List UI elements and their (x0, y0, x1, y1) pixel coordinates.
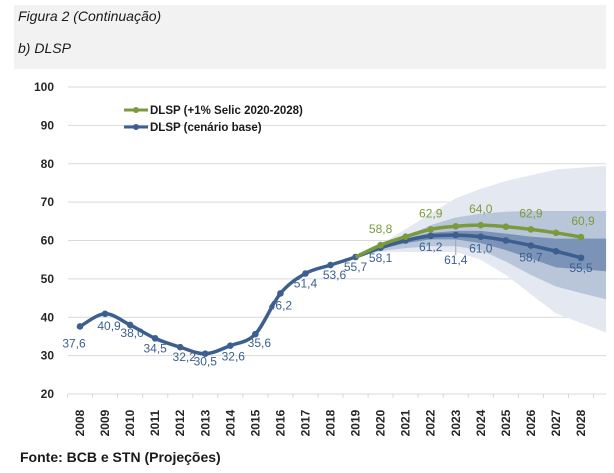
data-label-green: 60,9 (571, 214, 595, 228)
data-point-blue (302, 270, 309, 277)
data-point-blue (151, 335, 159, 342)
x-tick-label: 2014 (223, 409, 237, 436)
x-tick-label: 2023 (449, 409, 463, 436)
data-label-blue: 55,5 (569, 261, 593, 275)
x-tick-label: 2009 (98, 409, 112, 436)
y-tick-label: 70 (41, 195, 55, 209)
y-tick-label: 60 (41, 234, 55, 248)
x-tick-label: 2022 (424, 409, 438, 436)
data-point-blue (577, 254, 585, 262)
data-point-blue (101, 310, 109, 318)
y-tick-label: 90 (41, 118, 55, 132)
figure-title: Figura 2 (Continuação) (18, 8, 162, 24)
fan-band-inner (355, 230, 607, 272)
data-label-blue: 38,0 (120, 326, 144, 340)
figure-subtitle: b) DLSP (18, 40, 71, 56)
data-point-blue (176, 343, 184, 351)
legend-marker-blue (133, 124, 139, 130)
data-label-blue: 34,5 (143, 341, 167, 355)
data-point-blue (76, 323, 84, 330)
y-tick-label: 30 (41, 349, 55, 363)
data-label-green: 64,0 (469, 202, 493, 216)
series-line-green (354, 223, 582, 259)
data-label-blue: 61,0 (469, 242, 493, 256)
series-lines (76, 221, 585, 358)
data-label-blue: 61,4 (444, 253, 468, 267)
x-tick-label: 2024 (474, 409, 488, 436)
data-point-green (377, 241, 384, 249)
data-point-blue (477, 233, 485, 240)
data-label-green: 58,8 (369, 222, 393, 236)
legend-marker-green (133, 107, 139, 113)
x-tick-label: 2018 (324, 409, 338, 436)
x-tick-label: 2017 (298, 409, 312, 436)
x-tick-label: 2028 (574, 409, 588, 436)
legend-label-selic: DLSP (+1% Selic 2020-2028) (150, 105, 303, 117)
x-tick-label: 2027 (549, 409, 563, 436)
data-point-green (452, 223, 460, 230)
x-tick-label: 2012 (173, 409, 187, 436)
data-label-blue: 35,6 (248, 336, 272, 350)
data-point-blue (552, 247, 560, 255)
data-point-blue (126, 321, 134, 329)
x-tick-label: 2025 (499, 409, 513, 436)
data-label-blue: 58,1 (369, 251, 393, 265)
data-point-green (502, 223, 510, 230)
data-point-green (477, 221, 485, 229)
x-tick-label: 2019 (349, 409, 363, 436)
y-tick-label: 100 (34, 80, 54, 94)
data-label-green: 62,9 (419, 206, 443, 220)
x-tick-label: 2008 (73, 409, 87, 436)
x-tick-label: 2015 (248, 409, 262, 436)
data-point-green (552, 229, 560, 237)
data-label-blue: 32,6 (222, 350, 246, 364)
y-tick-label: 20 (41, 387, 55, 401)
x-axis-ticks: 2008 2009 2010 2011 2012 2013 2014 2015 2016 2017… (66, 394, 595, 436)
data-point-green (402, 233, 409, 240)
x-tick-label: 2020 (374, 409, 388, 436)
data-point-blue (527, 242, 535, 249)
data-label-blue: 55,7 (344, 260, 368, 274)
data-label-blue: 32,2 (173, 350, 197, 364)
data-label-blue: 53,6 (323, 268, 347, 282)
data-label-blue: 37,6 (62, 336, 86, 350)
data-label-blue: 61,2 (419, 240, 443, 254)
data-label-blue: 46,2 (269, 298, 293, 312)
x-tick-label: 2011 (148, 410, 162, 436)
figure-source: Fonte: BCB e STN (Projeções) (20, 449, 221, 465)
data-point-blue (502, 237, 510, 244)
figure-header-band (14, 5, 606, 69)
x-tick-label: 2026 (524, 409, 538, 436)
data-point-blue (427, 232, 435, 240)
data-point-blue (327, 261, 334, 269)
x-tick-label: 2021 (399, 409, 413, 436)
data-point-green (427, 226, 435, 233)
data-label-green: 62,9 (519, 206, 543, 220)
data-label-blue: 58,7 (519, 250, 543, 264)
data-labels: 58,8 62,9 64,0 62,9 60,9 37,6 40,938,034,5 32,2… (62, 202, 595, 369)
data-point-blue (252, 330, 259, 338)
y-tick-label: 40 (41, 310, 55, 324)
data-point-blue (227, 342, 234, 349)
data-point-green (527, 226, 535, 233)
x-tick-label: 2013 (198, 409, 212, 436)
y-axis-ticks: 20 30 40 50 60 70 80 90 100 (34, 80, 54, 401)
data-label-blue: 40,9 (97, 319, 121, 333)
data-point-blue (201, 350, 209, 358)
data-point-blue (277, 290, 284, 297)
x-tick-label: 2010 (123, 409, 137, 436)
legend: DLSP (+1% Selic 2020-2028) DLSP (cenário… (124, 105, 303, 134)
data-label-blue: 51,4 (294, 277, 318, 291)
y-tick-label: 50 (41, 272, 55, 286)
y-tick-label: 80 (41, 157, 55, 171)
data-point-blue (452, 231, 460, 239)
data-label-blue: 30,5 (194, 355, 218, 369)
legend-label-base: DLSP (cenário base) (150, 122, 262, 134)
data-point-green (577, 233, 585, 241)
x-tick-label: 2016 (273, 409, 287, 436)
